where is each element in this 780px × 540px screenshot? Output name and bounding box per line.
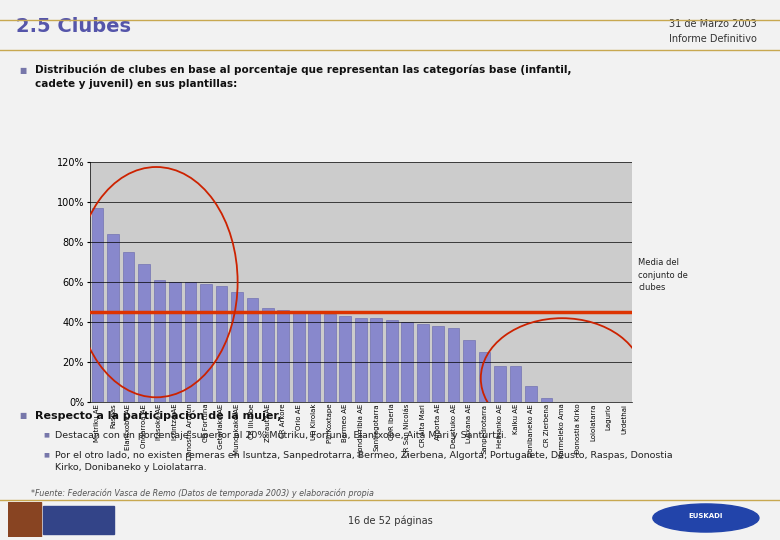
Bar [448,328,459,402]
Ellipse shape [653,504,759,532]
Bar [293,312,305,402]
Bar [122,252,134,402]
Bar [355,318,367,402]
Text: 2.5 Clubes: 2.5 Clubes [16,17,130,37]
Bar [138,264,150,402]
Text: Distribución de clubes en base al porcentaje que representan las categorías base: Distribución de clubes en base al porcen… [35,65,572,89]
Bar [308,312,320,402]
Text: ■: ■ [20,411,27,421]
Bar [185,282,197,402]
Bar [370,318,382,402]
Bar [200,284,211,402]
Bar [8,502,41,537]
Text: 16 de 52 páginas: 16 de 52 páginas [348,516,432,526]
Text: *Fuente: Federación Vasca de Remo (Datos de temporada 2003) y elaboración propia: *Fuente: Federación Vasca de Remo (Datos… [31,489,374,498]
Bar [324,314,335,402]
Bar [525,386,537,402]
Bar [386,320,398,402]
Bar [262,308,274,402]
Bar [43,505,114,534]
Text: Media del
conjunto de
clubes: Media del conjunto de clubes [638,259,688,292]
Text: Destacan con un porcentaje superior al 20% Mutriku, Fortuna, Elantxobe, Aita Mar: Destacan con un porcentaje superior al 2… [55,431,506,440]
Text: ■: ■ [43,452,49,457]
Bar [417,324,428,402]
Text: Por el otro lado, no existen remeras en Isuntza, Sanpedrotarra, Bermeo, Zierbena: Por el otro lado, no existen remeras en … [55,451,672,472]
Bar [495,366,506,402]
Bar [246,298,258,402]
Text: EUSKADI: EUSKADI [689,513,723,519]
Bar [479,352,491,402]
Text: Informe Definitivo: Informe Definitivo [668,35,757,44]
Bar [169,282,181,402]
Bar [91,208,103,402]
Bar [402,322,413,402]
Bar [510,366,522,402]
Text: Respecto a la participación de la mujer,: Respecto a la participación de la mujer, [35,410,282,421]
Text: ■: ■ [43,432,49,437]
Bar [541,399,552,402]
Bar [278,310,289,402]
Bar [107,234,119,402]
Bar [154,280,165,402]
Text: ■: ■ [20,66,27,75]
Bar [231,292,243,402]
Bar [463,340,475,402]
Bar [432,326,444,402]
Text: 31 de Marzo 2003: 31 de Marzo 2003 [669,19,757,29]
Bar [339,316,351,402]
Bar [215,286,227,402]
